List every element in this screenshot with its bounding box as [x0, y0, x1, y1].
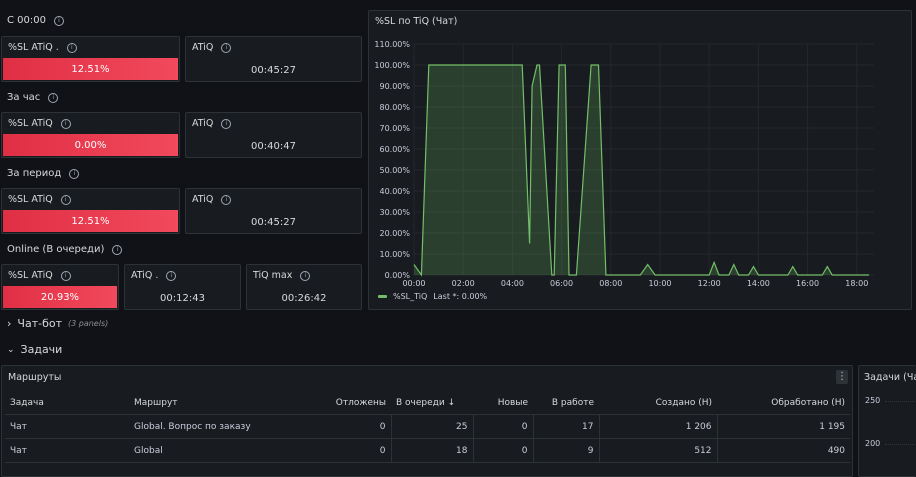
stat-hour-atiq[interactable]: ATiQ i 00:40:47: [185, 112, 362, 158]
side-gridline: [885, 401, 916, 402]
y-tick-label: 0.00%: [385, 271, 411, 280]
y-tick-label: 100.00%: [374, 61, 410, 70]
row-title-online: Online (В очереди) i: [7, 244, 123, 255]
stat-period-sl[interactable]: %SL ATiQ i 12.51%: [1, 188, 180, 234]
x-tick-label: 10:00: [648, 279, 671, 288]
sl-chart[interactable]: 0.00% 10.00% 20.00% 30.00% 40.00% 50.00% 60.00…: [369, 11, 911, 309]
series-line: [413, 64, 870, 277]
legend-label: %SL_TiQ: [393, 292, 428, 301]
info-icon[interactable]: i: [60, 118, 71, 129]
info-icon[interactable]: i: [53, 15, 64, 26]
stat-since-atiq-value: 00:45:27: [251, 65, 296, 76]
x-tick-label: 00:00: [402, 279, 425, 288]
chart-legend[interactable]: %SL_TiQ Last *: 0.00%: [378, 292, 487, 301]
info-icon[interactable]: i: [221, 42, 232, 53]
stat-since-atiq[interactable]: ATiQ i 00:45:27: [185, 36, 362, 82]
routes-table: Задача Маршрут Отложены В очереди ↓ Новы…: [5, 392, 850, 463]
routes-panel[interactable]: Маршруты ⋮ Задача Маршрут Отложены В оче…: [1, 365, 853, 477]
col-header-new[interactable]: Новые: [473, 392, 533, 415]
info-icon[interactable]: i: [112, 244, 123, 255]
x-tick-label: 08:00: [599, 279, 622, 288]
y-tick-label: 40.00%: [379, 187, 410, 196]
stat-period-sl-value: 12.51%: [3, 210, 178, 232]
col-header-processed[interactable]: Обработано (Н): [717, 392, 850, 415]
y-tick-label: 80.00%: [379, 103, 410, 112]
y-tick-label: 60.00%: [379, 145, 410, 154]
kebab-menu-icon[interactable]: ⋮: [836, 370, 848, 384]
info-icon[interactable]: i: [60, 270, 71, 281]
stat-online-sl-value: 20.93%: [3, 286, 117, 308]
stat-online-sl[interactable]: %SL ATiQ i 20.93%: [1, 264, 119, 310]
stat-online-atiq[interactable]: ATiQ .i 00:12:43: [124, 264, 241, 310]
x-tick-label: 14:00: [747, 279, 770, 288]
y-tick-label: 90.00%: [379, 82, 410, 91]
info-icon[interactable]: i: [221, 118, 232, 129]
row-title-since: С 00:00 i: [7, 15, 64, 26]
col-header-queue[interactable]: В очереди ↓: [391, 392, 473, 415]
y-tick-label: 110.00%: [374, 40, 410, 49]
side-tick-250: 250: [865, 396, 881, 405]
col-header-route[interactable]: Маршрут: [129, 392, 323, 415]
stat-online-tiq[interactable]: TiQ max i 00:26:42: [246, 264, 362, 310]
legend-last: Last *: 0.00%: [433, 292, 488, 301]
row-title-hour: За час i: [7, 92, 59, 103]
x-tick-label: 12:00: [698, 279, 721, 288]
y-tick-label: 70.00%: [379, 124, 410, 133]
x-tick-label: 18:00: [845, 279, 868, 288]
stat-period-atiq[interactable]: ATiQ i 00:45:27: [185, 188, 362, 234]
y-tick-label: 20.00%: [379, 229, 410, 238]
sort-down-icon: ↓: [447, 398, 456, 408]
x-tick-label: 16:00: [796, 279, 819, 288]
col-header-deferred[interactable]: Отложены: [323, 392, 391, 415]
y-tick-label: 30.00%: [379, 208, 410, 217]
col-header-task[interactable]: Задача: [5, 392, 129, 415]
stat-online-tiq-value: 00:26:42: [281, 293, 327, 304]
info-icon[interactable]: i: [300, 270, 311, 281]
chart-title: %SL по TiQ (Чат): [375, 16, 458, 27]
tasks-side-panel[interactable]: Задачи (Ча 250 200: [858, 365, 916, 477]
info-icon[interactable]: i: [48, 92, 59, 103]
y-tick-label: 10.00%: [379, 250, 410, 259]
side-gridline: [885, 444, 916, 445]
info-icon[interactable]: i: [66, 42, 77, 53]
x-tick-label: 02:00: [452, 279, 475, 288]
chart-panel[interactable]: %SL по TiQ (Чат) 0.00% 10.00% 20.00% 30.00%…: [368, 10, 912, 310]
stat-online-atiq-value: 00:12:43: [160, 293, 205, 304]
table-row[interactable]: Чат Global 0 18 0 9 512 490: [5, 438, 850, 463]
stat-since-sl[interactable]: %SL ATiQ .i 12.51%: [1, 36, 180, 82]
info-icon[interactable]: i: [221, 194, 232, 205]
x-tick-label: 06:00: [550, 279, 573, 288]
y-tick-label: 50.00%: [379, 166, 410, 175]
section-chatbot[interactable]: › Чат-бот (3 panels): [7, 317, 109, 330]
chevron-right-icon: ›: [7, 317, 12, 330]
info-icon[interactable]: i: [166, 270, 177, 281]
stat-since-sl-value: 12.51%: [3, 58, 178, 80]
series-area: [414, 65, 870, 275]
x-tick-label: 04:00: [501, 279, 524, 288]
stat-hour-sl-value: 0.00%: [3, 134, 178, 156]
stat-hour-sl[interactable]: %SL ATiQ i 0.00%: [1, 112, 180, 158]
table-row[interactable]: Чат Global. Вопрос по заказу 0 25 0 17 1…: [5, 414, 850, 439]
side-tick-200: 200: [865, 439, 881, 448]
info-icon[interactable]: i: [69, 168, 80, 179]
stat-period-atiq-value: 00:45:27: [251, 217, 296, 228]
legend-swatch: [378, 295, 387, 298]
info-icon[interactable]: i: [60, 194, 71, 205]
side-panel-title: Задачи (Ча: [864, 372, 916, 383]
col-header-created[interactable]: Создано (Н): [599, 392, 717, 415]
section-tasks[interactable]: ⌄ Задачи: [7, 343, 63, 356]
chevron-down-icon: ⌄: [7, 344, 15, 355]
stat-hour-atiq-value: 00:40:47: [251, 141, 296, 152]
col-header-in-work[interactable]: В работе: [533, 392, 599, 415]
row-title-period: За период i: [7, 168, 80, 179]
routes-title: Маршруты: [8, 372, 62, 383]
